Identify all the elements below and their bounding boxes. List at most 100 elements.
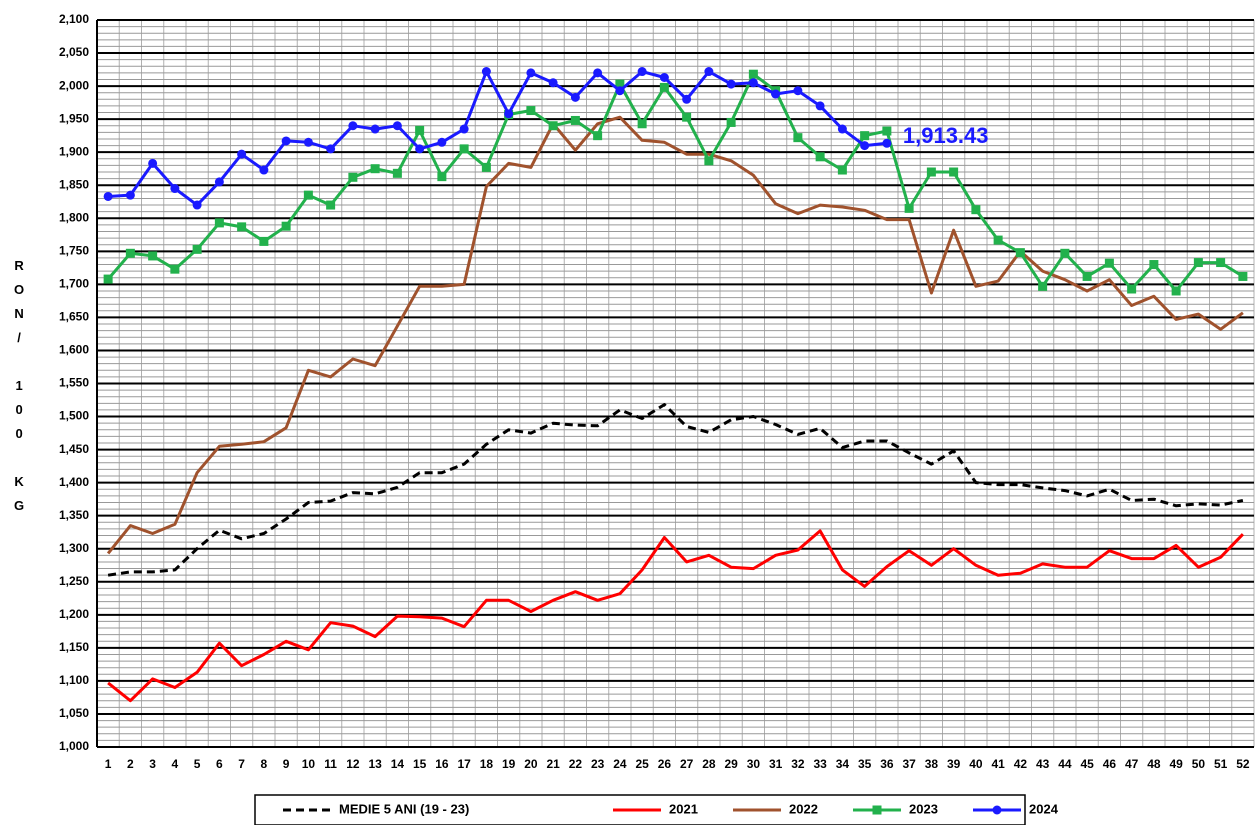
point: [459, 144, 469, 154]
y-tick-label: 1,800: [59, 210, 89, 224]
point: [170, 264, 180, 274]
x-tick-label: 1: [105, 757, 112, 771]
legend-label: 2022: [789, 801, 818, 816]
point: [237, 149, 247, 159]
x-tick-label: 9: [283, 757, 290, 771]
x-tick-label: 6: [216, 757, 223, 771]
x-tick-label: 44: [1058, 757, 1072, 771]
legend-label: 2024: [1029, 801, 1059, 816]
point: [904, 203, 914, 213]
point: [281, 221, 291, 231]
point: [415, 144, 425, 154]
y-tick-label: 2,050: [59, 45, 89, 59]
x-tick-label: 41: [991, 757, 1005, 771]
annotation: 1,913.43: [903, 123, 989, 148]
point: [214, 218, 224, 228]
y-tick-label: 1,050: [59, 706, 89, 720]
x-tick-label: 46: [1103, 757, 1117, 771]
point: [1127, 284, 1137, 294]
x-tick-label: 31: [769, 757, 783, 771]
point: [437, 137, 447, 147]
point: [526, 106, 536, 116]
point: [348, 172, 358, 182]
point: [637, 119, 647, 129]
y-tick-label: 1,550: [59, 376, 89, 390]
y-axis-label: RON/ 100 KG: [12, 258, 27, 522]
point: [326, 200, 336, 210]
point: [815, 152, 825, 162]
point: [459, 124, 469, 134]
point: [815, 101, 825, 111]
x-tick-label: 8: [261, 757, 268, 771]
point: [771, 89, 781, 99]
point: [726, 117, 736, 127]
x-tick-label: 29: [724, 757, 738, 771]
x-tick-label: 28: [702, 757, 716, 771]
point: [1015, 248, 1025, 258]
x-tick-label: 10: [302, 757, 316, 771]
y-tick-label: 1,600: [59, 343, 89, 357]
point: [860, 131, 870, 141]
point: [259, 236, 269, 246]
point: [125, 248, 135, 258]
point: [1238, 271, 1248, 281]
x-tick-label: 15: [413, 757, 427, 771]
x-tick-label: 7: [238, 757, 245, 771]
x-tick-label: 47: [1125, 757, 1139, 771]
x-tick-label: 40: [969, 757, 983, 771]
point: [993, 235, 1003, 245]
point: [659, 72, 669, 82]
point: [303, 137, 313, 147]
point: [437, 172, 447, 182]
legend-marker: [992, 805, 1002, 815]
x-tick-label: 42: [1014, 757, 1028, 771]
x-tick-label: 27: [680, 757, 694, 771]
point: [615, 79, 625, 89]
point: [214, 177, 224, 187]
x-tick-label: 30: [747, 757, 761, 771]
point: [548, 121, 558, 131]
point: [971, 205, 981, 215]
point: [1060, 248, 1070, 258]
point: [793, 86, 803, 96]
x-tick-label: 33: [813, 757, 827, 771]
point: [348, 121, 358, 131]
series-line: [106, 72, 1244, 293]
series-line: [107, 403, 1244, 577]
point: [281, 136, 291, 146]
y-tick-label: 1,500: [59, 409, 89, 423]
point: [548, 78, 558, 88]
point: [682, 94, 692, 104]
x-tick-label: 2: [127, 757, 134, 771]
point: [103, 274, 113, 284]
point: [726, 79, 736, 89]
point: [259, 165, 269, 175]
x-tick-label: 38: [925, 757, 939, 771]
point: [570, 92, 580, 102]
y-tick-label: 1,150: [59, 640, 89, 654]
point: [148, 158, 158, 168]
point: [148, 251, 158, 261]
x-tick-label: 23: [591, 757, 605, 771]
x-tick-label: 52: [1236, 757, 1250, 771]
x-tick-label: 32: [791, 757, 805, 771]
point: [593, 131, 603, 141]
point: [1104, 258, 1114, 268]
point: [237, 222, 247, 232]
point: [704, 156, 714, 166]
point: [192, 200, 202, 210]
point: [392, 121, 402, 131]
x-tick-label: 48: [1147, 757, 1161, 771]
series-line: [106, 115, 1244, 555]
point: [637, 67, 647, 77]
y-tick-label: 1,400: [59, 475, 89, 489]
legend-label: MEDIE 5 ANI (19 - 23): [339, 801, 469, 816]
x-tick-label: 14: [391, 757, 405, 771]
legend-label: 2023: [909, 801, 938, 816]
y-tick-label: 1,250: [59, 574, 89, 588]
legend-label: 2021: [669, 801, 698, 816]
x-tick-label: 21: [546, 757, 560, 771]
point: [1193, 258, 1203, 268]
x-tick-label: 24: [613, 757, 627, 771]
point: [481, 67, 491, 77]
